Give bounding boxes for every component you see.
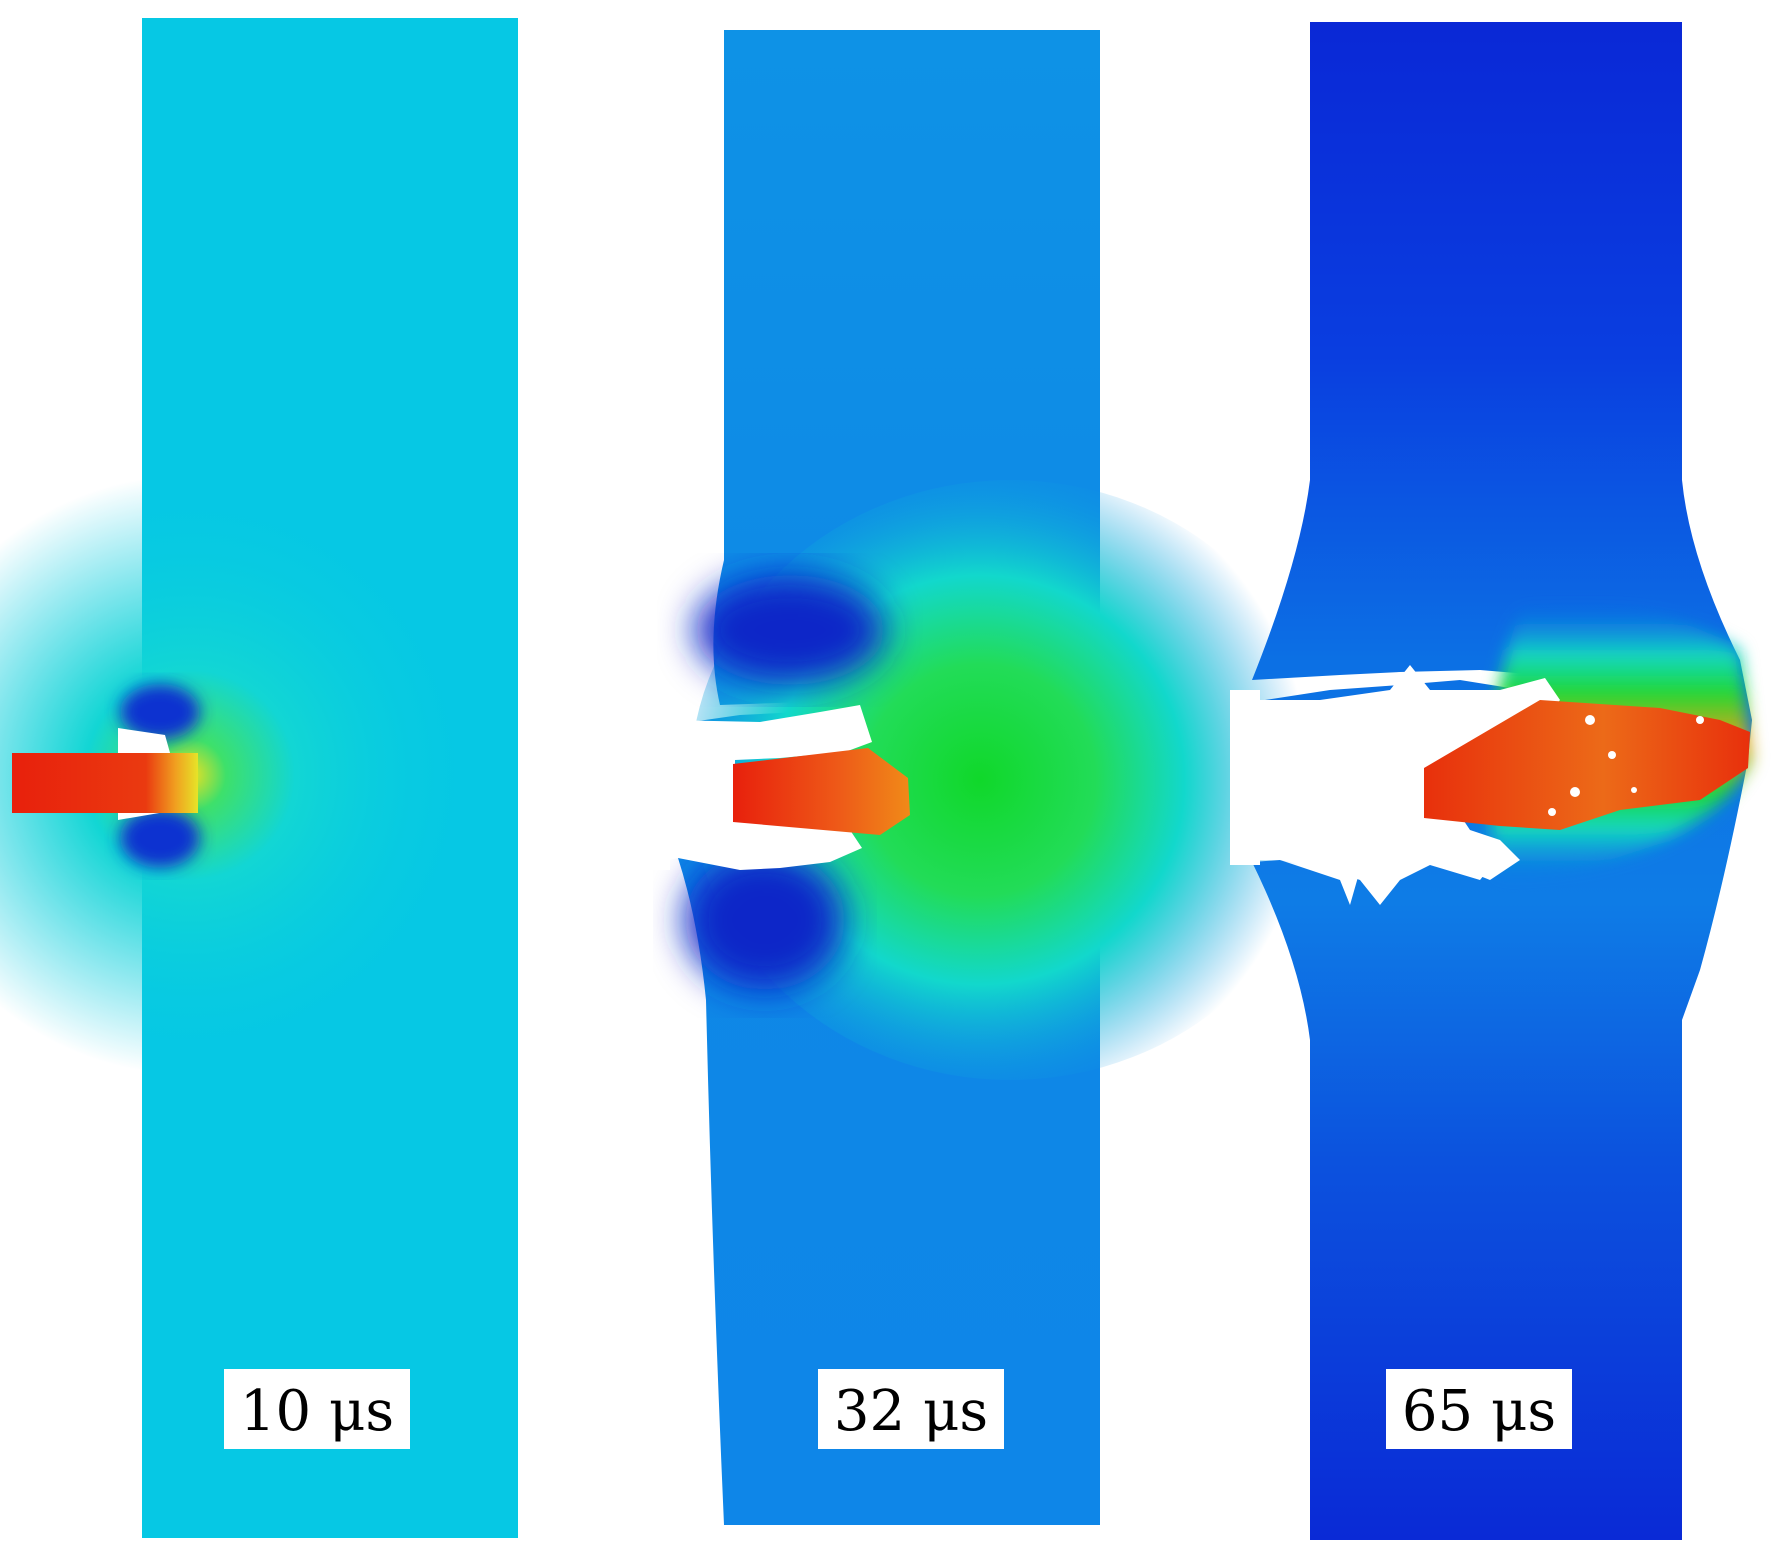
compression-zone-lower [120,808,200,868]
time-label-box: 65 μs [1386,1369,1572,1449]
panel-65us: 65 μs [1230,22,1752,1540]
time-label-box: 10 μs [224,1369,410,1449]
time-label: 65 μs [1402,1379,1556,1444]
stress-wave [0,455,490,1095]
projectile [1424,700,1750,830]
compression-zone-lower [685,850,845,990]
projectile [12,753,198,813]
projectile [733,748,910,835]
panel-10us: 10 μs [0,18,518,1538]
time-label: 10 μs [240,1379,394,1444]
compression-zone-upper [120,684,200,740]
fracture-gap [1240,665,1560,905]
panel-32us: 32 μs [600,30,1330,1525]
time-label-box: 32 μs [818,1369,1004,1449]
compression-zone-upper [695,575,885,685]
time-label: 32 μs [834,1379,988,1444]
